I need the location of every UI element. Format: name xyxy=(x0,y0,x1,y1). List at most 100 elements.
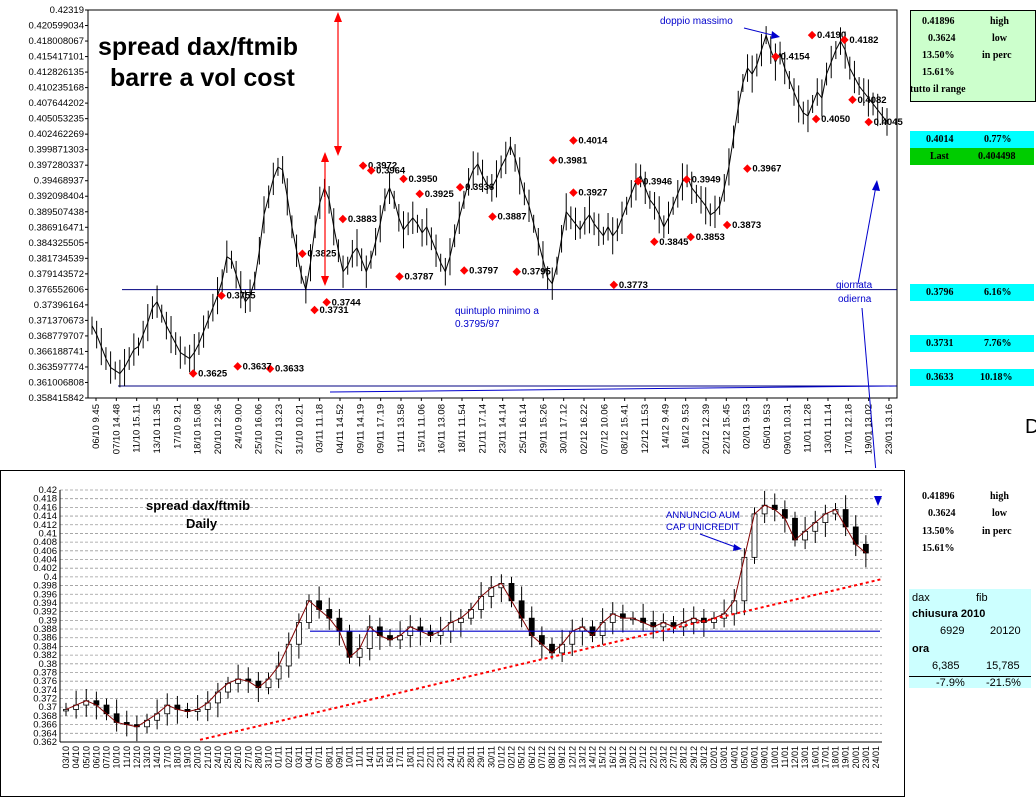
peak-label: 0.3946 xyxy=(643,176,672,187)
x-tick-label: 17/10 9.21 xyxy=(172,404,183,449)
side-top-low-label: low xyxy=(992,33,1007,44)
x-tick-label: 09/01 10.31 xyxy=(782,404,793,454)
y-tick-label: 0.364 xyxy=(33,728,57,739)
price-line-segment xyxy=(458,199,465,218)
x-tick-label: 20/12 12.39 xyxy=(701,404,712,454)
peak-marker xyxy=(233,362,242,371)
candle-body xyxy=(63,709,69,712)
x-tick-label: 19/01 xyxy=(841,746,851,769)
price-line-segment xyxy=(217,280,223,296)
plot-area xyxy=(87,9,898,399)
arrowhead xyxy=(771,31,780,39)
price-line-segment xyxy=(375,223,381,242)
x-tick-label: 23/11 xyxy=(436,746,446,768)
price-line-segment xyxy=(389,187,395,201)
price-line-segment xyxy=(119,367,125,374)
price-line-segment xyxy=(654,205,660,216)
x-tick-label: 20/10 xyxy=(193,746,203,769)
x-tick-label: 06/01 xyxy=(750,746,760,769)
x-tick-label: 20/10 12.36 xyxy=(213,404,224,454)
price-line-segment xyxy=(328,199,335,227)
x-tick-label: 22/12 xyxy=(648,746,658,769)
x-tick-label: 22/12 15.45 xyxy=(721,404,732,454)
price-line-segment xyxy=(621,205,628,218)
price-line-segment xyxy=(751,64,758,75)
price-line-segment xyxy=(784,67,790,81)
arrowhead xyxy=(321,152,329,162)
table-h2: fib xyxy=(976,592,988,604)
price-line-segment xyxy=(240,289,246,302)
side-bot-high-label: high xyxy=(990,491,1009,502)
price-line-segment xyxy=(124,358,130,368)
y-tick-label: 0.398 xyxy=(33,581,57,592)
x-tick-label: 13/10 xyxy=(142,746,152,769)
price-line-segment xyxy=(640,175,646,189)
y-tick-label: 0.412 xyxy=(33,520,57,531)
price-line-segment xyxy=(249,280,256,296)
chart-subtitle: Daily xyxy=(186,516,218,531)
price-line-segment xyxy=(272,166,279,180)
peak-marker xyxy=(399,174,408,184)
side-last-value: 0.404498 xyxy=(978,151,1016,162)
price-line-segment xyxy=(691,187,697,195)
x-tick-label: 03/11 xyxy=(294,746,304,768)
x-tick-label: 02/01 xyxy=(709,746,719,769)
side-level-2-value: 0.3796 xyxy=(926,287,954,298)
price-line-segment xyxy=(138,334,144,347)
y-tick-label: 0.388 xyxy=(33,624,57,635)
y-tick-label: 0.392 xyxy=(33,607,57,618)
y-tick-label: 0.414 xyxy=(33,511,57,522)
price-line-segment xyxy=(351,247,358,255)
y-tick-label: 0.392098404 xyxy=(29,191,84,202)
x-tick-label: 16/12 xyxy=(608,746,618,769)
price-line-segment xyxy=(463,181,470,200)
x-tick-label: 15/11 xyxy=(375,746,385,768)
price-line-segment xyxy=(193,343,200,353)
annotation-doppio-massimo: doppio massimo xyxy=(660,16,733,27)
price-line-segment xyxy=(175,343,181,353)
y-tick-label: 0.386 xyxy=(33,633,57,644)
y-tick-label: 0.420599034 xyxy=(29,21,84,32)
y-tick-label: 0.376 xyxy=(33,676,57,687)
x-tick-label: 19/12 xyxy=(618,746,628,769)
table-v1: 6929 xyxy=(940,625,965,637)
price-line-segment xyxy=(305,262,312,290)
peak-label: 0.3845 xyxy=(659,237,689,248)
side-bot-high-value: 0.41896 xyxy=(922,491,955,502)
x-tick-label: 13/01 11.14 xyxy=(823,404,834,453)
x-tick-label: 07/12 10.06 xyxy=(599,404,610,454)
price-line-segment xyxy=(579,220,586,231)
x-tick-label: 17/11 xyxy=(395,746,405,768)
x-tick-label: 18/11 xyxy=(405,746,415,768)
price-line-segment xyxy=(486,184,493,189)
peak-label: 0.3744 xyxy=(332,297,362,308)
y-tick-label: 0.408 xyxy=(33,537,57,548)
peak-label: 0.4082 xyxy=(858,95,887,106)
x-tick-label: 26/10 xyxy=(233,746,243,769)
x-tick-label: 04/11 xyxy=(304,746,314,768)
price-line-segment xyxy=(537,241,544,260)
price-line-segment xyxy=(468,169,474,183)
x-tick-label: 06/12 xyxy=(527,746,537,769)
price-line-segment xyxy=(760,34,767,51)
price-line-segment xyxy=(719,187,725,206)
price-line-segment xyxy=(547,277,553,284)
x-tick-label: 24/10 9.00 xyxy=(233,404,244,449)
price-line-segment xyxy=(426,226,432,239)
price-line-segment xyxy=(505,145,511,159)
y-tick-label: 0.415417101 xyxy=(29,52,84,63)
y-tick-label: 0.406 xyxy=(33,546,57,557)
y-tick-label: 0.368 xyxy=(33,711,57,722)
price-line-segment xyxy=(235,274,242,290)
price-line-segment xyxy=(728,136,735,167)
price-line-segment xyxy=(230,259,237,275)
y-tick-label: 0.372 xyxy=(33,694,57,705)
price-line-segment xyxy=(393,199,400,218)
peak-label: 0.3731 xyxy=(320,305,350,316)
price-line-segment xyxy=(779,52,786,69)
price-line-segment xyxy=(454,217,460,236)
price-line-segment xyxy=(435,250,442,263)
price-line-segment xyxy=(170,334,177,344)
price-line-segment xyxy=(245,295,251,302)
price-line-segment xyxy=(226,256,232,261)
